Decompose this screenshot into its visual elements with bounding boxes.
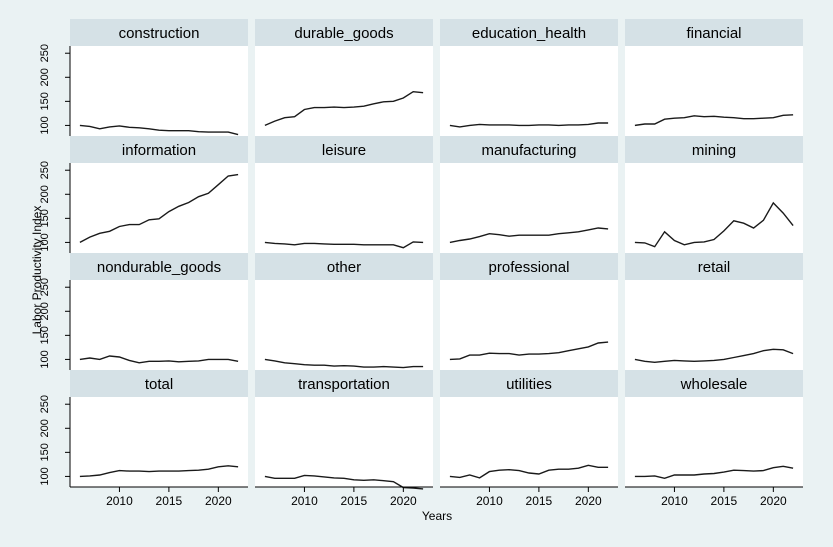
panel-title: durable_goods	[294, 25, 393, 42]
panel-title: nondurable_goods	[97, 259, 221, 276]
series-line-utilities	[449, 464, 609, 479]
x-tick-label: 2010	[291, 494, 318, 508]
panel-header	[440, 253, 618, 280]
panel-title: mining	[692, 142, 736, 159]
panel-plot-area	[440, 46, 618, 136]
x-axis-title: Years	[422, 509, 452, 523]
panel-plot-area	[70, 46, 248, 136]
panel-header	[625, 370, 803, 397]
y-axis-title: Labor Productivity Index	[30, 206, 44, 335]
x-tick-label: 2015	[526, 494, 553, 508]
panel-plot-area	[70, 163, 248, 253]
x-tick-label: 2010	[661, 494, 688, 508]
series-line-transportation	[264, 474, 424, 490]
panel-header	[70, 253, 248, 280]
panel-header	[625, 136, 803, 163]
panel-title: transportation	[298, 376, 390, 393]
panel-plot-area	[625, 46, 803, 136]
panel-header	[625, 19, 803, 46]
panel-title: manufacturing	[481, 142, 576, 159]
x-tick-label: 2010	[106, 494, 133, 508]
panel-plot-area	[255, 280, 433, 370]
series-line-wholesale	[634, 465, 794, 480]
panel-plot-area	[70, 280, 248, 370]
panel-header	[440, 136, 618, 163]
panel-plot-area	[255, 46, 433, 136]
series-line-leisure	[264, 241, 424, 249]
y-tick-label: 250	[39, 44, 51, 62]
panel-plot-area	[70, 397, 248, 487]
y-tick-label: 100	[39, 350, 51, 368]
panel-header	[440, 19, 618, 46]
panel-header	[255, 136, 433, 163]
panel-title: wholesale	[680, 376, 748, 393]
panel-plot-area	[440, 397, 618, 487]
y-tick-label: 150	[39, 209, 51, 227]
panel-header	[70, 136, 248, 163]
series-line-durable_goods	[264, 90, 424, 127]
y-tick-label: 200	[39, 419, 51, 437]
panel-title: construction	[119, 25, 200, 42]
series-line-nondurable_goods	[79, 355, 239, 364]
panel-title: other	[327, 259, 361, 276]
panel-title: total	[145, 376, 173, 393]
panel-header	[255, 370, 433, 397]
series-line-other	[264, 358, 424, 369]
panel-header	[440, 370, 618, 397]
panel-header	[255, 253, 433, 280]
panel-header	[70, 370, 248, 397]
x-tick-label: 2015	[711, 494, 738, 508]
panel-title: financial	[686, 25, 741, 42]
y-tick-label: 100	[39, 233, 51, 251]
panel-title: information	[122, 142, 196, 159]
y-tick-label: 100	[39, 467, 51, 485]
x-tick-label: 2020	[760, 494, 787, 508]
panel-title: retail	[698, 259, 731, 276]
y-tick-label: 200	[39, 302, 51, 320]
panel-title: professional	[489, 259, 570, 276]
x-tick-label: 2015	[156, 494, 183, 508]
panel-header	[70, 19, 248, 46]
panel-plot-area	[625, 397, 803, 487]
series-line-financial	[634, 114, 794, 127]
x-tick-label: 2020	[390, 494, 417, 508]
panel-plot-area	[255, 163, 433, 253]
y-tick-label: 250	[39, 395, 51, 413]
x-tick-label: 2010	[476, 494, 503, 508]
series-line-information	[79, 173, 239, 244]
series-line-construction	[79, 124, 239, 136]
series-line-retail	[634, 348, 794, 364]
series-line-education_health	[449, 122, 609, 128]
y-tick-label: 150	[39, 92, 51, 110]
panel-plot-area	[625, 163, 803, 253]
panel-plot-area	[255, 397, 433, 487]
y-tick-label: 200	[39, 185, 51, 203]
x-tick-label: 2020	[205, 494, 232, 508]
y-tick-label: 100	[39, 116, 51, 134]
x-tick-label: 2020	[575, 494, 602, 508]
panel-header	[255, 19, 433, 46]
y-tick-label: 200	[39, 68, 51, 86]
x-tick-label: 2015	[341, 494, 368, 508]
y-tick-label: 250	[39, 161, 51, 179]
panel-title: education_health	[472, 25, 586, 42]
series-line-mining	[634, 201, 794, 248]
y-tick-label: 250	[39, 278, 51, 296]
y-tick-label: 150	[39, 443, 51, 461]
series-line-total	[79, 465, 239, 478]
panel-title: utilities	[506, 376, 552, 393]
series-line-manufacturing	[449, 227, 609, 244]
panel-plot-area	[440, 163, 618, 253]
series-line-professional	[449, 341, 609, 361]
panel-title: leisure	[322, 142, 366, 159]
panel-plot-area	[625, 280, 803, 370]
y-tick-label: 150	[39, 326, 51, 344]
panel-header	[625, 253, 803, 280]
